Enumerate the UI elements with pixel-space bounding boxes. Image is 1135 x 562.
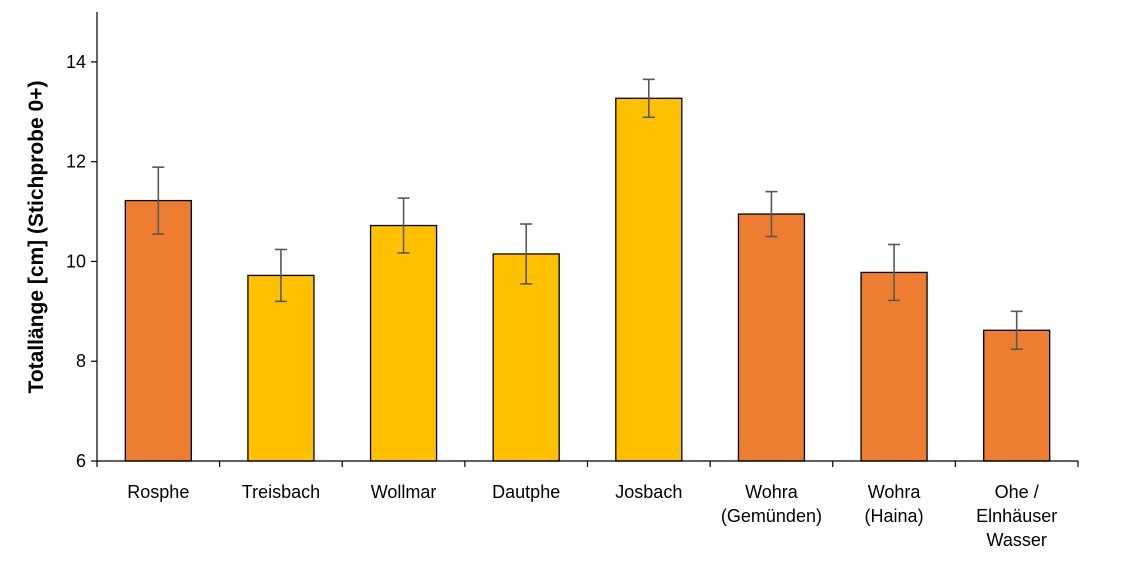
- bar: [737, 213, 806, 462]
- x-tick-label-line: (Haina): [865, 506, 924, 526]
- x-tick-label-line: Wollmar: [371, 482, 437, 502]
- y-tick-label: 12: [66, 152, 86, 172]
- bar: [492, 253, 560, 462]
- x-tick-label: Dautphe: [492, 482, 560, 502]
- y-tick-label: 6: [76, 451, 86, 471]
- x-tick-label: Ohe / Elnhäuser Wasser: [976, 482, 1057, 550]
- x-tick-label: Wohra (Gemünden): [721, 482, 822, 526]
- x-tick-label-line: Ohe /: [995, 482, 1039, 502]
- x-tick-label: Wollmar: [371, 482, 437, 502]
- x-tick-label-line: Wasser: [987, 530, 1047, 550]
- bar: [983, 329, 1051, 462]
- axes: 6 8 10 12 14 Rosphe Treisbach Wollmar Dautphe Jos…: [66, 12, 1079, 550]
- bar: [369, 224, 438, 462]
- x-tick-label: Wohra (Haina): [865, 482, 924, 526]
- x-tick-label: Rosphe: [127, 482, 189, 502]
- x-tick-label-line: Wohra: [868, 482, 922, 502]
- y-tick-label: 14: [66, 52, 86, 72]
- x-tick-label: Josbach: [615, 482, 682, 502]
- x-tick-label-line: Wohra: [745, 482, 799, 502]
- x-tick-label-line: Treisbach: [242, 482, 320, 502]
- plot-area: [124, 78, 1051, 462]
- x-tick-label-line: Elnhäuser: [976, 506, 1057, 526]
- x-tick-label: Treisbach: [242, 482, 320, 502]
- y-axis-title: Totallänge [cm] (Stichprobe 0+): [25, 81, 48, 394]
- x-tick-label-line: (Gemünden): [721, 506, 822, 526]
- x-tick-label-line: Rosphe: [127, 482, 189, 502]
- bar: [615, 97, 683, 462]
- bar: [247, 274, 315, 462]
- x-tick-label-line: Dautphe: [492, 482, 560, 502]
- y-tick-label: 10: [66, 251, 86, 271]
- y-tick-label: 8: [76, 351, 86, 371]
- x-tick-label-line: Josbach: [615, 482, 682, 502]
- bar: [124, 199, 192, 462]
